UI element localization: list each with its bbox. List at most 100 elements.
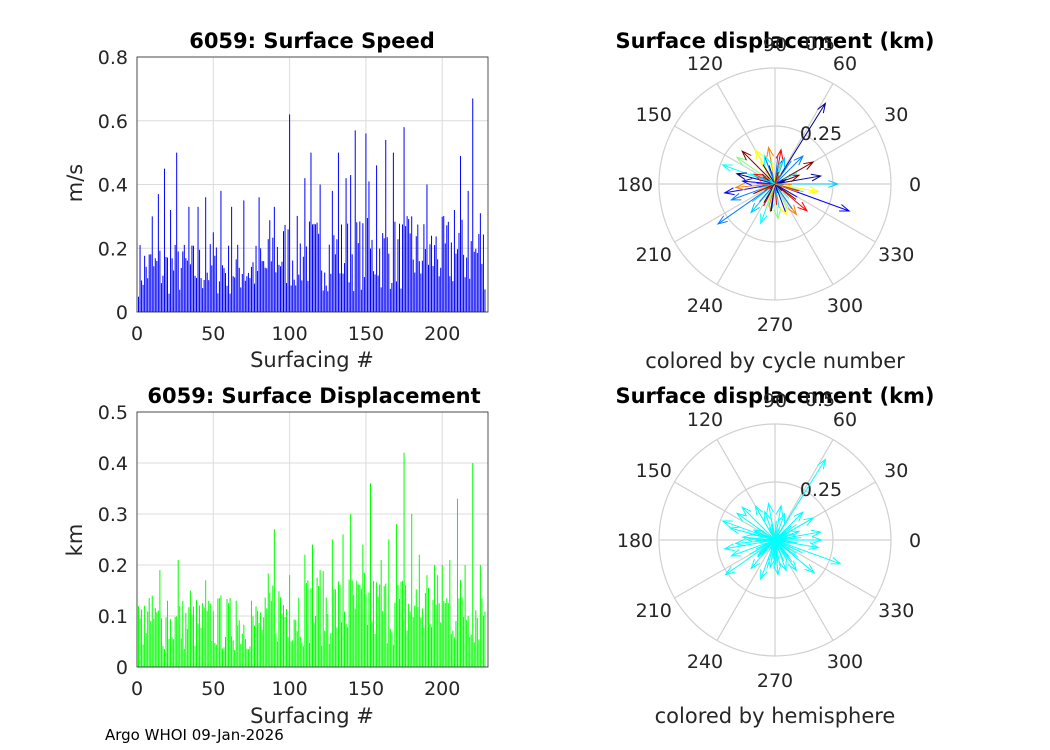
axes-frame (136, 56, 489, 313)
vector-arrowhead (724, 566, 736, 576)
vector-arrowhead (766, 146, 774, 158)
angle-tick-label: 30 (884, 460, 908, 482)
displacement-vector (774, 539, 785, 562)
vector-arrowhead (741, 150, 752, 161)
chart-caption: colored by hemisphere (655, 704, 896, 728)
angle-tick-label: 90 (763, 390, 787, 412)
vector-arrowhead (730, 549, 742, 557)
footer-credit: Argo WHOI 09-Jan-2026 (105, 726, 284, 744)
vector-arrowhead (721, 164, 733, 172)
y-tick-label: 0 (116, 302, 128, 324)
angle-tick-label: 180 (617, 530, 653, 552)
displacement-bar-chart: 6059: Surface Displacement Surfacing # k… (63, 384, 489, 728)
displacement-vector (774, 183, 797, 200)
x-axis-label: Surfacing # (250, 704, 374, 728)
angle-tick-label: 150 (636, 460, 672, 482)
displacement-vector (771, 162, 776, 185)
vector-arrowhead (777, 512, 786, 524)
angle-tick-label: 210 (636, 244, 672, 266)
displacement-vector (774, 178, 787, 185)
angle-tick-label: 60 (833, 409, 857, 431)
y-tick-label: 0.6 (98, 111, 128, 133)
displacement-vector (749, 533, 776, 541)
displacement-vector (774, 539, 779, 563)
displacement-vector (758, 183, 776, 189)
displacement-vector (764, 157, 776, 185)
displacement-vector (754, 505, 776, 541)
vector-arrowhead (817, 458, 827, 470)
y-axis-label: km (63, 524, 87, 557)
vector-arrowhead (721, 520, 733, 528)
x-tick-label: 150 (348, 678, 384, 700)
angle-tick-label: 330 (878, 244, 914, 266)
displacement-vector (757, 176, 776, 185)
displacement-vector (764, 183, 776, 211)
angle-tick-label: 240 (687, 295, 723, 317)
x-tick-label: 100 (271, 323, 307, 345)
vector-arrowhead (773, 564, 782, 577)
vector-arrowhead (730, 193, 742, 201)
displacement-vector (731, 539, 776, 557)
displacement-vector (755, 539, 776, 550)
chart-caption: colored by cycle number (645, 349, 905, 373)
y-tick-label: 0.1 (98, 606, 128, 628)
y-tick-label: 0.3 (98, 504, 128, 526)
angle-tick-label: 0 (909, 530, 921, 552)
vector-arrowhead (811, 536, 823, 544)
vector-arrowhead (817, 102, 827, 114)
displacement-vector (753, 183, 776, 195)
displacement-vector (774, 539, 803, 554)
vector-arrowhead (766, 502, 774, 514)
x-axis-label: Surfacing # (250, 348, 374, 372)
vector-arrowhead (754, 504, 764, 516)
vector-arrowhead (830, 556, 842, 565)
vector-arrowhead (793, 155, 804, 166)
vector-arrowhead (775, 148, 784, 160)
angle-tick-label: 330 (878, 600, 914, 622)
vector-arrowhead (752, 529, 764, 538)
y-axis-label: m/s (63, 164, 87, 202)
vector-arrowhead (788, 174, 801, 183)
vector-arrowhead (723, 187, 735, 196)
angle-tick-label: 180 (617, 174, 653, 196)
displacement-vector (725, 539, 776, 576)
displacement-vector (774, 520, 777, 541)
x-tick-label: 0 (131, 678, 143, 700)
displacement-vector (741, 150, 776, 185)
vector-arrowhead (787, 560, 798, 572)
vector-arrowhead (750, 558, 761, 570)
polar-spoke (716, 539, 776, 641)
radius-tick-label: 0.25 (800, 479, 842, 501)
vector-arrowhead (803, 161, 815, 170)
x-tick-label: 200 (424, 678, 460, 700)
x-tick-label: 50 (201, 323, 225, 345)
displacement-vector (774, 155, 804, 185)
displacement-vector (774, 539, 788, 561)
displacement-vector (769, 183, 776, 190)
vector-arrowhead (760, 569, 768, 581)
vector-arrowhead (788, 530, 801, 539)
vector-arrowhead (779, 560, 787, 572)
displacement-vector (724, 539, 776, 550)
displacement-vector (768, 179, 776, 185)
displacement-vector (774, 155, 779, 185)
displacement-vector (774, 183, 783, 192)
polar-spoke (674, 183, 776, 243)
x-tick-label: 50 (201, 678, 225, 700)
x-tick-label: 200 (424, 323, 460, 345)
vector-arrowhead (779, 204, 787, 216)
displacement-vector (774, 539, 841, 565)
displacement-vector (757, 539, 776, 557)
vector-arrowhead (828, 180, 840, 188)
vector-arrowhead (752, 173, 764, 182)
displacement-vector (755, 530, 776, 541)
hemisphere-polar-chart: Surface displacement (km) colored by hem… (615, 384, 934, 728)
displacement-vector (770, 183, 776, 212)
y-tick-label: 0.8 (98, 47, 128, 69)
vector-arrowhead (760, 213, 768, 225)
vector-arrowhead (803, 517, 815, 526)
vector-arrowhead (808, 542, 820, 550)
angle-tick-label: 150 (636, 104, 672, 126)
polar-spoke (774, 183, 834, 285)
